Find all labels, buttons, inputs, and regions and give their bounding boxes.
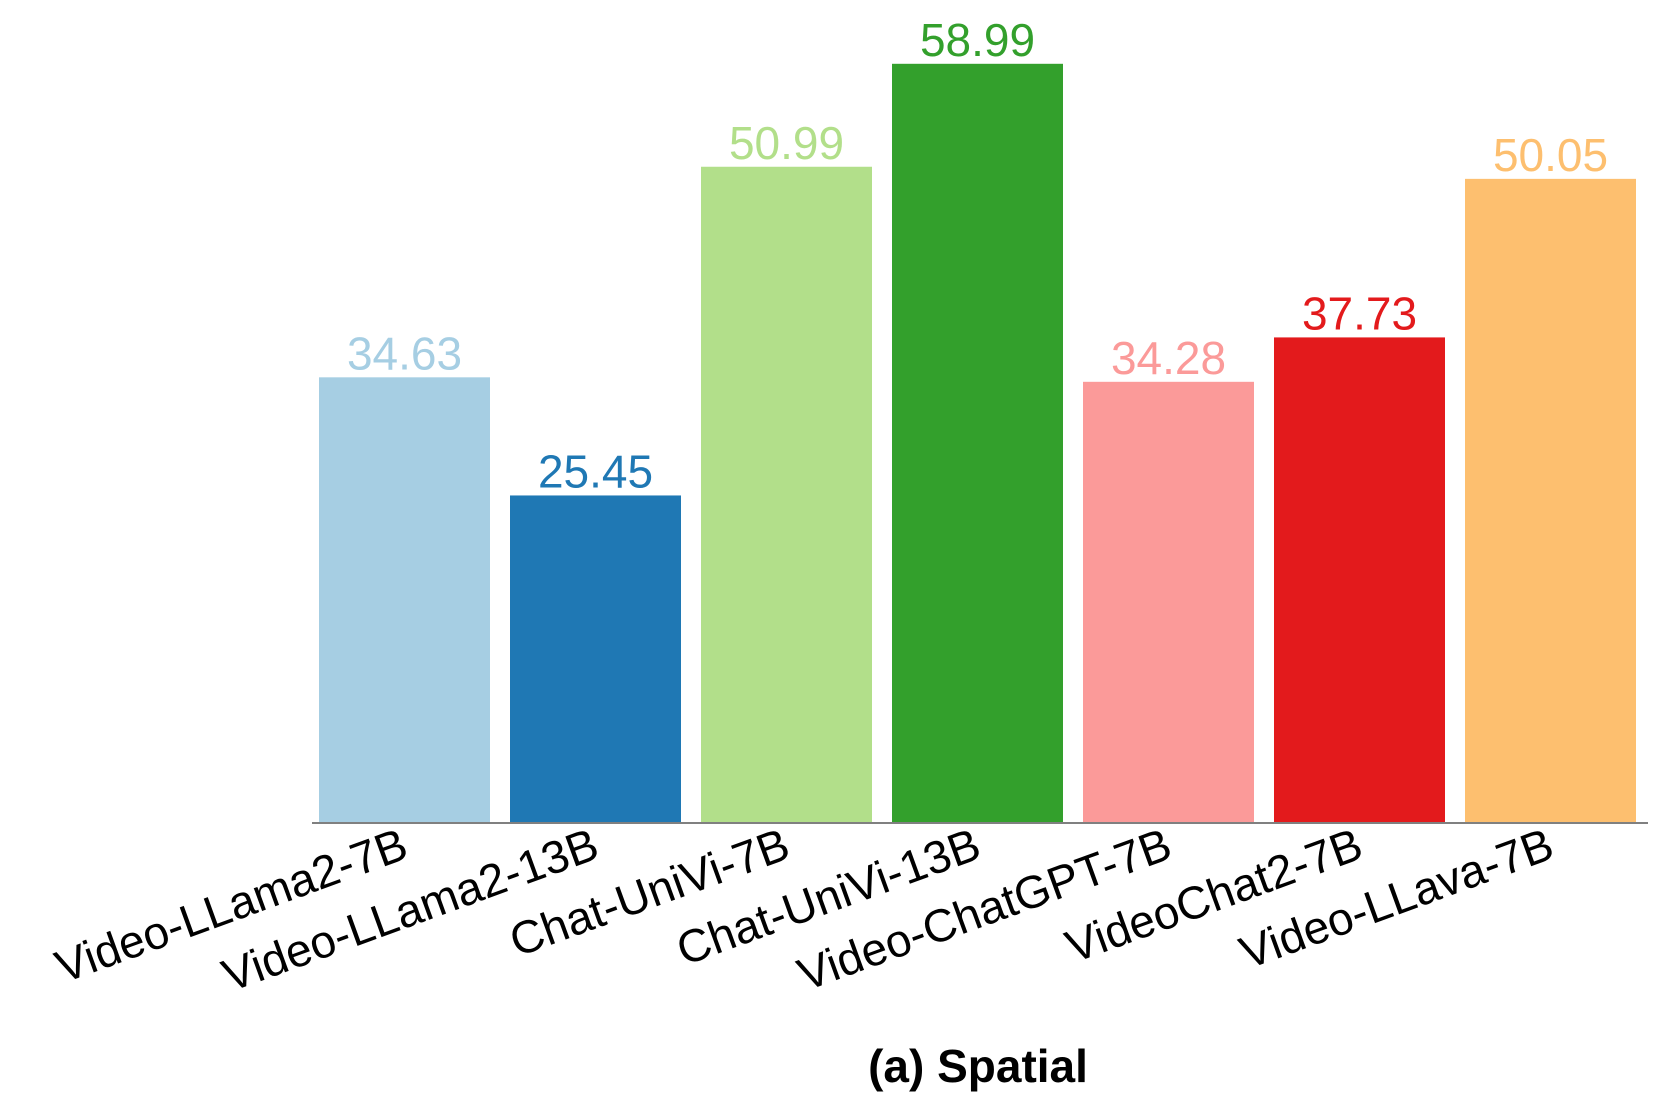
bar-value-label-3: 50.99 xyxy=(729,117,844,169)
tick-labels-layer: Video-LLama2-7BVideo-LLama2-13BChat-UniV… xyxy=(48,818,1559,1002)
bar-5 xyxy=(1083,381,1254,823)
bar-value-label-6: 37.73 xyxy=(1302,287,1417,339)
bar-value-label-4: 58.99 xyxy=(920,14,1035,66)
bars-layer xyxy=(319,63,1636,824)
bar-2 xyxy=(510,495,681,823)
bar-6 xyxy=(1274,337,1445,823)
bar-7 xyxy=(1465,178,1636,823)
bar-4 xyxy=(892,63,1063,823)
chart-caption: (a) Spatial xyxy=(868,1040,1088,1092)
bar-value-label-2: 25.45 xyxy=(538,445,653,497)
bar-value-label-1: 34.63 xyxy=(347,327,462,379)
bar-1 xyxy=(319,377,490,823)
bar-value-label-7: 50.05 xyxy=(1493,129,1608,181)
value-labels-layer: 34.63 25.45 50.99 58.99 34.28 37.73 50.05 xyxy=(347,14,1608,498)
bar-3 xyxy=(701,166,872,824)
bar-value-label-5: 34.28 xyxy=(1111,332,1226,384)
